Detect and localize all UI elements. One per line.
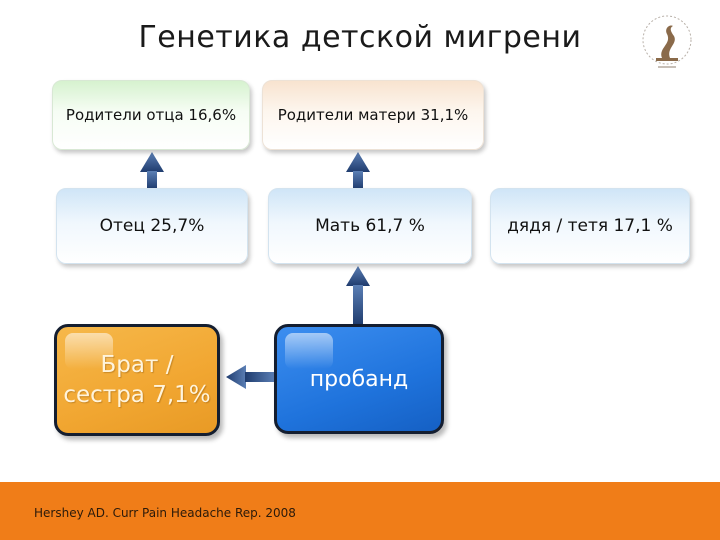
sibling-label-line2: сестра 7,1%: [63, 382, 211, 408]
arrow-mother-to-maternal-grandparents: [346, 152, 370, 189]
arrow-proband-to-sibling: [226, 365, 275, 389]
medical-emblem-icon: [642, 15, 692, 68]
proband-label: пробанд: [309, 366, 409, 392]
footer-bar: Hershey AD. Curr Pain Headache Rep. 2008: [0, 482, 720, 540]
sibling-label-line1: Брат /: [100, 352, 174, 378]
arrow-father-to-paternal-grandparents: [140, 152, 164, 189]
father-node: Отец 25,7%: [56, 188, 248, 264]
aunt-uncle-node: дядя / тетя 17,1 %: [490, 188, 690, 264]
father-label: Отец 25,7%: [99, 216, 205, 236]
paternal-grandparents-node: Родители отца 16,6%: [52, 80, 250, 150]
paternal-grandparents-label: Родители отца 16,6%: [65, 106, 237, 124]
proband-node: пробанд: [274, 324, 444, 434]
aunt-uncle-label: дядя / тетя 17,1 %: [507, 216, 673, 236]
maternal-grandparents-node: Родители матери 31,1%: [262, 80, 484, 150]
footer-citation: Hershey AD. Curr Pain Headache Rep. 2008: [34, 506, 296, 520]
mother-label: Мать 61,7 %: [315, 216, 425, 236]
arrow-proband-to-mother: [346, 266, 370, 325]
sibling-node: Брат / сестра 7,1%: [54, 324, 220, 436]
maternal-grandparents-label: Родители матери 31,1%: [277, 106, 469, 124]
mother-node: Мать 61,7 %: [268, 188, 472, 264]
page-title: Генетика детской мигрени: [138, 20, 582, 55]
